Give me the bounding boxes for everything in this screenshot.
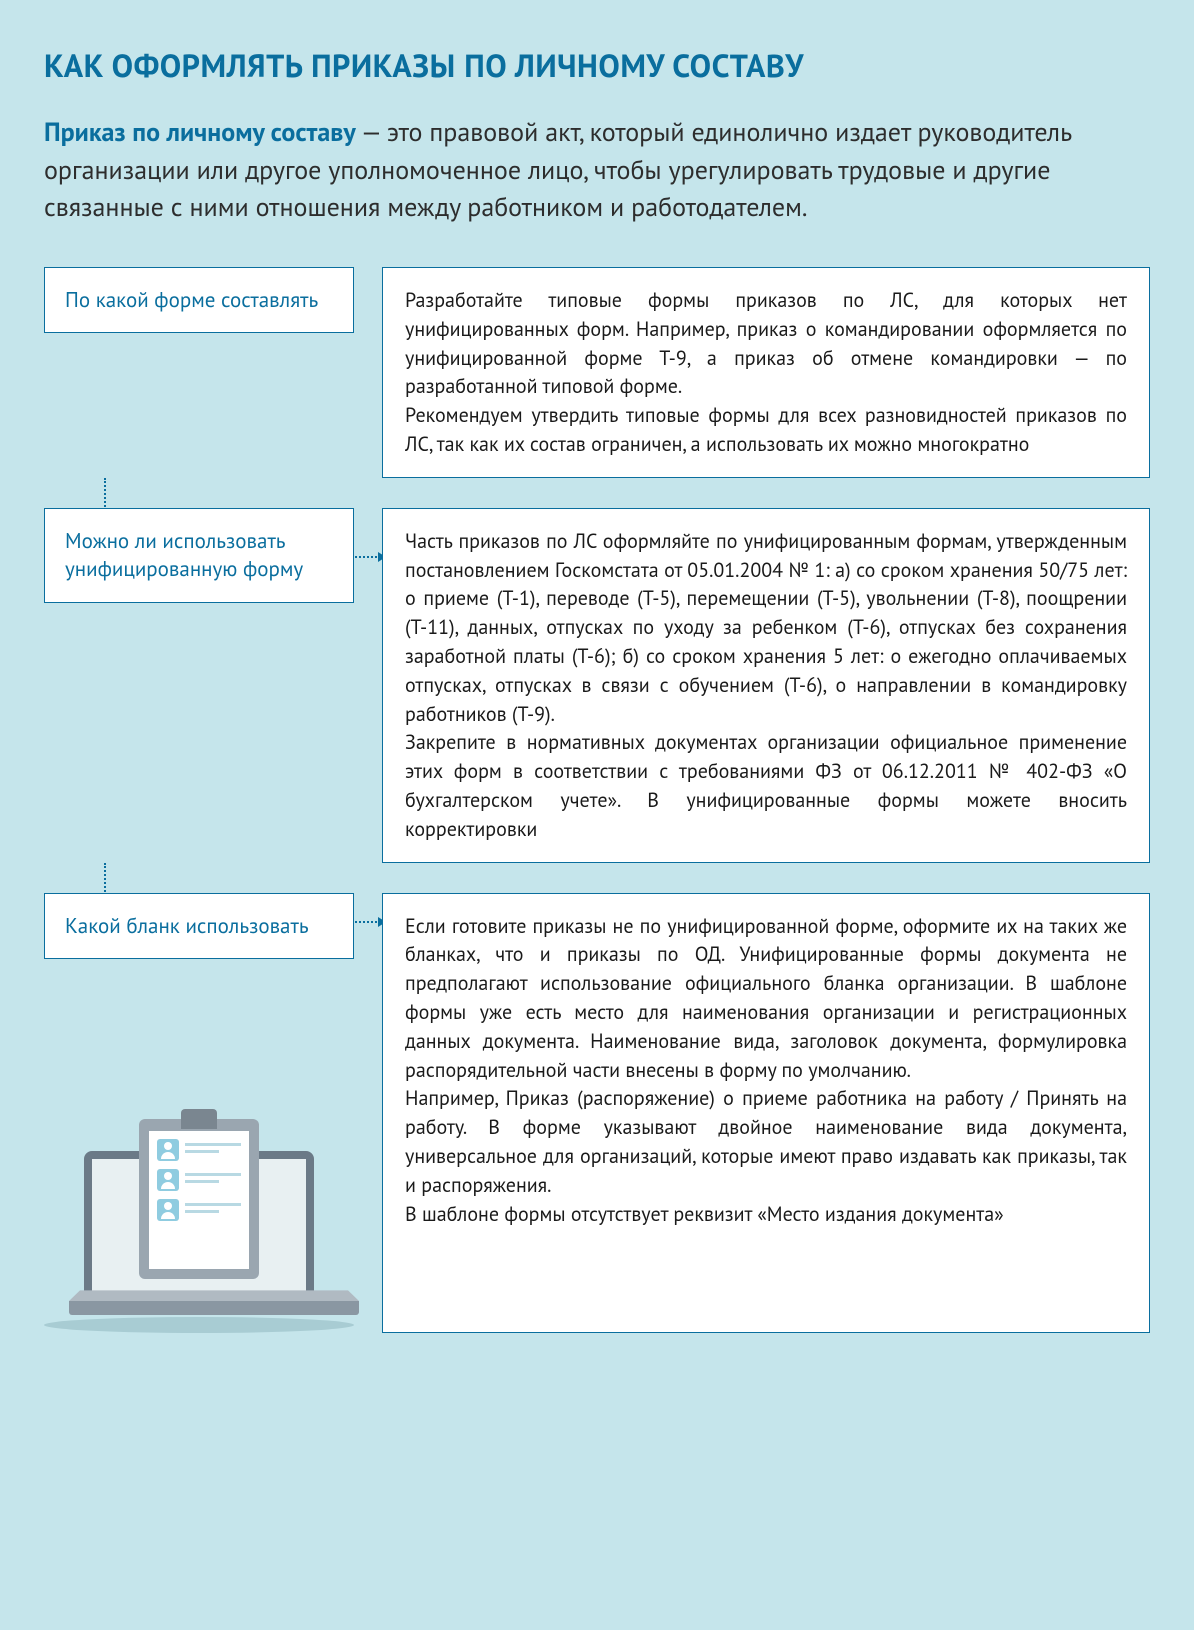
section-1-question: По какой форме составлять xyxy=(44,267,354,333)
section-2-answer: Часть приказов по ЛС оформляйте по унифи… xyxy=(382,508,1150,863)
page-title: КАК ОФОРМЛЯТЬ ПРИКАЗЫ ПО ЛИЧНОМУ СОСТАВУ xyxy=(44,44,1150,86)
section-1-answer: Разработайте типовые формы приказов по Л… xyxy=(382,267,1150,478)
section-1: По какой форме составлять Разработайте т… xyxy=(44,267,1150,478)
intro-paragraph: Приказ по личному составу — это правовой… xyxy=(44,114,1150,227)
intro-term: Приказ по личному составу xyxy=(44,116,356,149)
section-2: Можно ли использовать унифицированную фо… xyxy=(44,508,1150,863)
section-3-answer: Если готовите приказы не по унифицирован… xyxy=(382,893,1150,1333)
section-3-question: Какой бланк использовать xyxy=(44,893,354,959)
section-2-question: Можно ли использовать унифицированную фо… xyxy=(44,508,354,603)
section-3: Какой бланк использовать xyxy=(44,893,1150,1333)
laptop-clipboard-illustration xyxy=(44,1151,354,1333)
